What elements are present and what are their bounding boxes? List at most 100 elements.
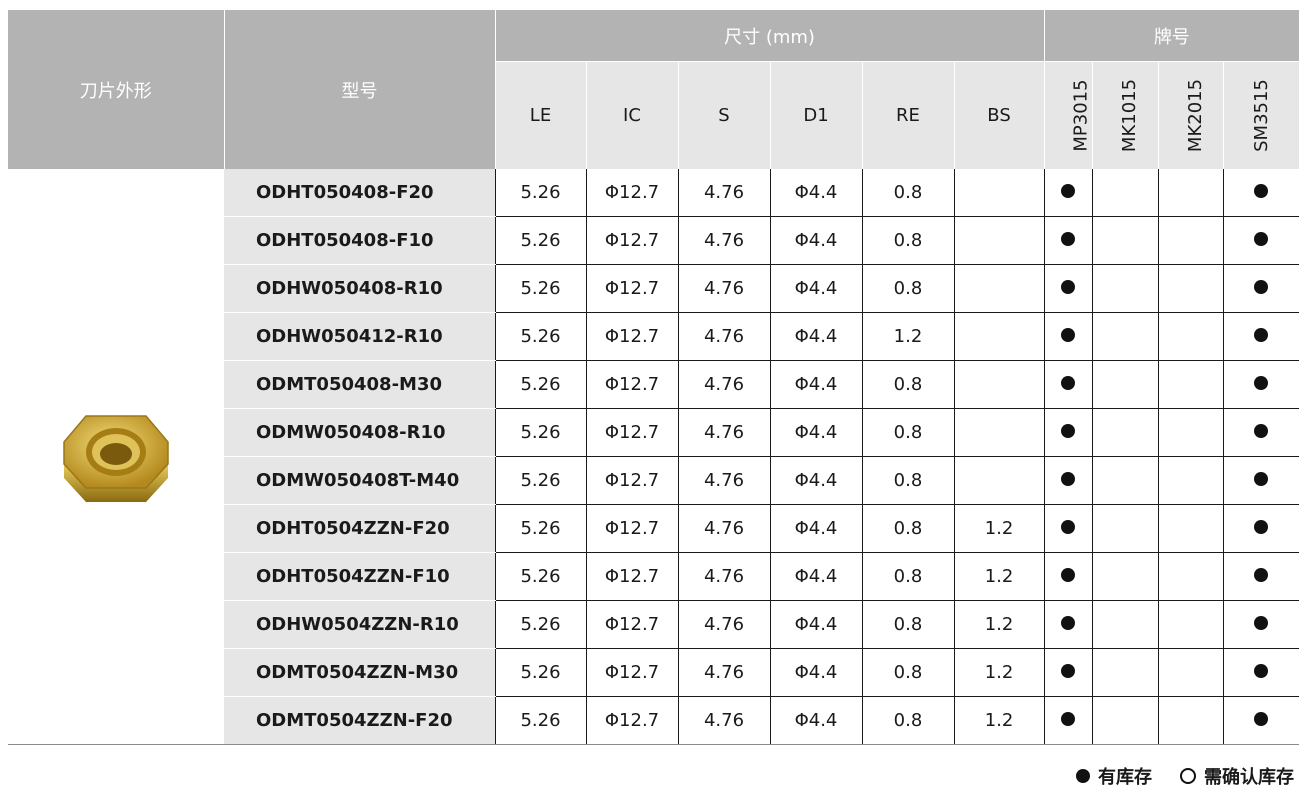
grade-cell-mp3015: [1043, 264, 1093, 313]
in-stock-dot-icon: [1061, 184, 1076, 198]
dim-cell-ic: Φ12.7: [585, 552, 678, 601]
grade-cell-mk1015: [1091, 600, 1159, 649]
grade-header-mp3015: MP3015: [1043, 61, 1093, 169]
dim-cell-bs: [953, 216, 1045, 265]
dim-cell-le: 5.26: [494, 504, 586, 553]
dim-cell-bs: [953, 456, 1045, 505]
grades-group-header: 牌号: [1043, 9, 1300, 62]
dim-cell-le: 5.26: [494, 696, 586, 745]
grade-cell-sm3515: [1222, 360, 1300, 409]
dim-cell-s: 4.76: [677, 648, 770, 697]
grade-cell-mk2015: [1157, 600, 1224, 649]
dim-cell-re: 0.8: [861, 648, 954, 697]
legend-confirm-stock: 需确认库存: [1204, 767, 1294, 788]
dim-cell-ic: Φ12.7: [585, 504, 678, 553]
grade-cell-mk1015: [1091, 360, 1159, 409]
dim-header-bs: BS: [953, 61, 1045, 169]
dim-cell-le: 5.26: [494, 264, 586, 313]
dim-cell-le: 5.26: [494, 312, 586, 361]
in-stock-dot-icon: [1061, 424, 1076, 438]
grade-cell-sm3515: [1222, 312, 1300, 361]
in-stock-dot-icon: [1061, 664, 1076, 678]
grade-cell-mk2015: [1157, 312, 1224, 361]
grade-cell-mp3015: [1043, 648, 1093, 697]
in-stock-dot-icon: [1254, 376, 1269, 390]
dim-cell-le: 5.26: [494, 216, 586, 265]
dim-cell-d1: Φ4.4: [769, 408, 862, 457]
dim-cell-ic: Φ12.7: [585, 216, 678, 265]
dim-cell-d1: Φ4.4: [769, 696, 862, 745]
grade-header-mk1015: MK1015: [1091, 61, 1159, 169]
model-cell: ODMT050408-M30: [224, 360, 495, 409]
dim-cell-re: 0.8: [861, 456, 954, 505]
table-row: ODHW050412-R10 5.26 Φ12.7 4.76 Φ4.4 1.2: [8, 312, 1300, 361]
grade-cell-mk1015: [1091, 216, 1159, 265]
table-body: ODHT050408-F20 5.26 Φ12.7 4.76 Φ4.4 0.8 ODHT05…: [8, 169, 1300, 745]
dim-cell-d1: Φ4.4: [769, 552, 862, 601]
dim-cell-s: 4.76: [677, 216, 770, 265]
grade-cell-mp3015: [1043, 696, 1093, 745]
dim-cell-re: 0.8: [861, 360, 954, 409]
table-row: ODMW050408T-M40 5.26 Φ12.7 4.76 Φ4.4 0.8: [8, 456, 1300, 505]
in-stock-dot-icon: [1061, 616, 1076, 630]
table-row: ODHW050408-R10 5.26 Φ12.7 4.76 Φ4.4 0.8: [8, 264, 1300, 313]
dim-cell-bs: [953, 169, 1045, 217]
in-stock-dot-icon: [1254, 616, 1269, 630]
in-stock-dot-icon: [1254, 232, 1269, 246]
dim-cell-bs: 1.2: [953, 552, 1045, 601]
grade-cell-mk1015: [1091, 696, 1159, 745]
dim-header-d1: D1: [769, 61, 862, 169]
table-row: ODHT0504ZZN-F20 5.26 Φ12.7 4.76 Φ4.4 0.8 1.2: [8, 504, 1300, 553]
dim-cell-ic: Φ12.7: [585, 648, 678, 697]
dim-header-re: RE: [861, 61, 954, 169]
grade-cell-sm3515: [1222, 216, 1300, 265]
grade-cell-sm3515: [1222, 169, 1300, 217]
in-stock-dot-icon: [1061, 472, 1076, 486]
table-row: ODMT0504ZZN-M30 5.26 Φ12.7 4.76 Φ4.4 0.8 1.2: [8, 648, 1300, 697]
in-stock-dot-icon: [1254, 328, 1269, 342]
in-stock-dot-icon: [1254, 568, 1269, 582]
grade-cell-mp3015: [1043, 408, 1093, 457]
table-row: ODHW0504ZZN-R10 5.26 Φ12.7 4.76 Φ4.4 0.8 1.2: [8, 600, 1300, 649]
grade-cell-mk2015: [1157, 216, 1224, 265]
dimensions-group-header: 尺寸 (mm): [494, 9, 1045, 62]
dim-cell-d1: Φ4.4: [769, 360, 862, 409]
table-row: ODMW050408-R10 5.26 Φ12.7 4.76 Φ4.4 0.8: [8, 408, 1300, 457]
insert-shape-header: 刀片外形: [8, 9, 224, 169]
dim-cell-bs: 1.2: [953, 648, 1045, 697]
grade-cell-mk1015: [1091, 264, 1159, 313]
dim-cell-le: 5.26: [494, 648, 586, 697]
dim-cell-d1: Φ4.4: [769, 312, 862, 361]
model-cell: ODMW050408-R10: [224, 408, 495, 457]
confirm-stock-ring-icon: [1180, 768, 1196, 784]
dim-header-ic: IC: [585, 61, 678, 169]
dim-cell-s: 4.76: [677, 408, 770, 457]
legend-in-stock: 有库存: [1098, 767, 1152, 788]
dim-cell-re: 0.8: [861, 696, 954, 745]
dim-cell-le: 5.26: [494, 600, 586, 649]
dim-cell-d1: Φ4.4: [769, 504, 862, 553]
grade-cell-mk2015: [1157, 648, 1224, 697]
in-stock-dot-icon: [1254, 520, 1269, 534]
dim-cell-ic: Φ12.7: [585, 600, 678, 649]
insert-shape-cell: [8, 169, 224, 745]
model-cell: ODMT0504ZZN-F20: [224, 696, 495, 745]
in-stock-dot-icon: [1061, 376, 1076, 390]
in-stock-dot-icon: [1254, 664, 1269, 678]
grade-cell-mk1015: [1091, 504, 1159, 553]
grade-cell-mk1015: [1091, 408, 1159, 457]
grade-cell-mp3015: [1043, 504, 1093, 553]
dim-cell-re: 0.8: [861, 216, 954, 265]
dim-cell-le: 5.26: [494, 360, 586, 409]
table-row: ODHT050408-F10 5.26 Φ12.7 4.76 Φ4.4 0.8: [8, 216, 1300, 265]
model-cell: ODHT0504ZZN-F20: [224, 504, 495, 553]
dim-header-s: S: [677, 61, 770, 169]
grade-cell-sm3515: [1222, 648, 1300, 697]
dim-cell-bs: 1.2: [953, 696, 1045, 745]
grade-cell-mk2015: [1157, 408, 1224, 457]
grade-cell-sm3515: [1222, 408, 1300, 457]
dim-cell-le: 5.26: [494, 408, 586, 457]
dim-cell-bs: 1.2: [953, 600, 1045, 649]
grade-cell-mk2015: [1157, 504, 1224, 553]
dim-cell-ic: Φ12.7: [585, 264, 678, 313]
